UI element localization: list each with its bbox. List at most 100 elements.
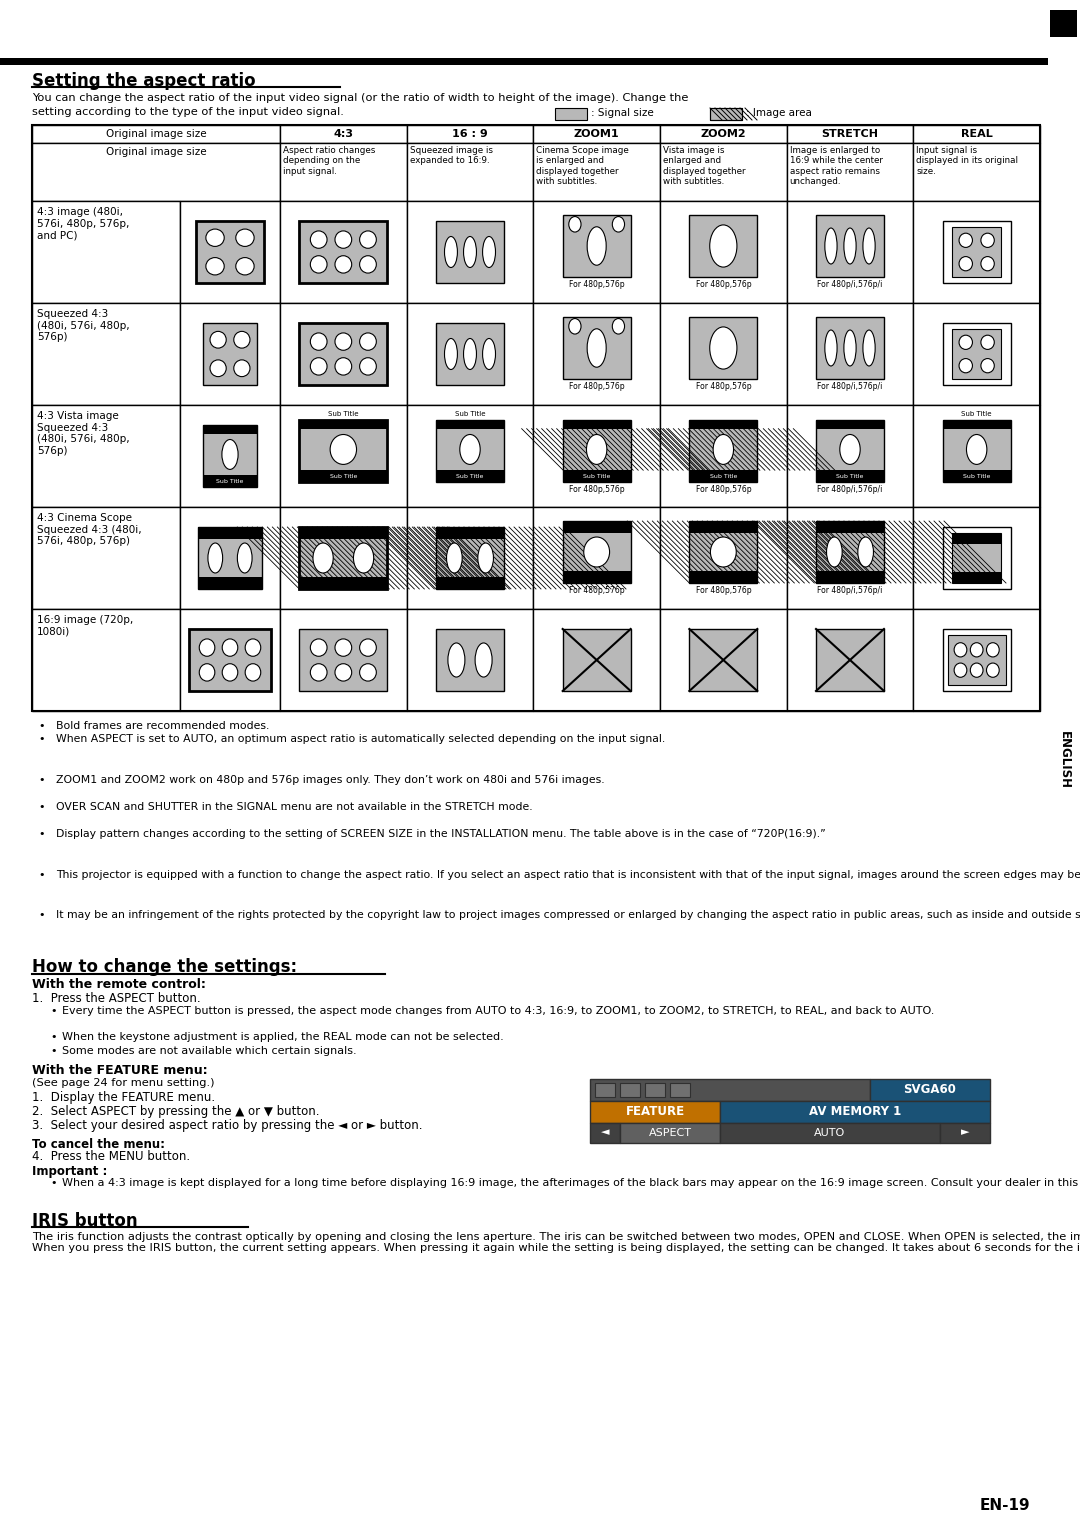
Bar bbox=[816, 471, 885, 481]
Bar bbox=[660, 610, 786, 711]
Bar bbox=[180, 202, 280, 303]
Bar bbox=[953, 533, 1001, 544]
Bar bbox=[1048, 0, 1080, 1528]
Ellipse shape bbox=[825, 330, 837, 367]
Ellipse shape bbox=[221, 440, 238, 469]
Text: REAL: REAL bbox=[961, 128, 993, 139]
Ellipse shape bbox=[360, 231, 376, 248]
Text: Sub Title: Sub Title bbox=[836, 474, 864, 478]
Bar bbox=[943, 322, 1011, 385]
Text: For 480p/i,576p/i: For 480p/i,576p/i bbox=[818, 484, 882, 494]
Bar bbox=[280, 144, 407, 202]
Ellipse shape bbox=[460, 434, 481, 465]
Ellipse shape bbox=[199, 639, 215, 657]
Text: 1.  Display the FEATURE menu.: 1. Display the FEATURE menu. bbox=[32, 1091, 215, 1103]
Text: Bold frames are recommended modes.: Bold frames are recommended modes. bbox=[56, 721, 269, 730]
Ellipse shape bbox=[360, 333, 376, 350]
Bar bbox=[943, 471, 1011, 481]
Text: ►: ► bbox=[961, 1128, 969, 1137]
Bar bbox=[299, 222, 388, 283]
Ellipse shape bbox=[235, 258, 254, 275]
Ellipse shape bbox=[863, 330, 875, 367]
Bar bbox=[436, 471, 504, 481]
Bar bbox=[198, 578, 262, 588]
Ellipse shape bbox=[360, 639, 376, 657]
Bar bbox=[786, 405, 914, 507]
Ellipse shape bbox=[310, 333, 327, 350]
Bar bbox=[563, 471, 631, 481]
Bar bbox=[595, 1082, 615, 1097]
Text: ZOOM1: ZOOM1 bbox=[573, 128, 620, 139]
Bar bbox=[563, 521, 631, 584]
Text: For 480p/i,576p/i: For 480p/i,576p/i bbox=[818, 382, 882, 391]
Text: For 480p/i,576p/i: For 480p/i,576p/i bbox=[818, 280, 882, 289]
Ellipse shape bbox=[310, 358, 327, 374]
Ellipse shape bbox=[310, 255, 327, 274]
Bar bbox=[436, 222, 504, 283]
Text: For 480p,576p: For 480p,576p bbox=[696, 484, 752, 494]
Ellipse shape bbox=[959, 359, 972, 373]
Bar bbox=[590, 1079, 870, 1100]
Bar bbox=[407, 507, 534, 610]
Text: •: • bbox=[38, 830, 44, 839]
Text: IRIS button: IRIS button bbox=[32, 1212, 137, 1230]
Ellipse shape bbox=[310, 663, 327, 681]
Text: Sub Title: Sub Title bbox=[457, 474, 484, 478]
Bar bbox=[203, 425, 257, 434]
Text: When ASPECT is set to AUTO, an optimum aspect ratio is automatically selected de: When ASPECT is set to AUTO, an optimum a… bbox=[56, 735, 665, 744]
Ellipse shape bbox=[584, 536, 609, 567]
Text: Original image size: Original image size bbox=[106, 128, 206, 139]
Ellipse shape bbox=[210, 332, 226, 348]
Bar bbox=[195, 222, 264, 283]
Ellipse shape bbox=[843, 228, 856, 264]
Text: Sub Title: Sub Title bbox=[961, 411, 991, 417]
Text: For 480p,576p: For 480p,576p bbox=[696, 382, 752, 391]
Ellipse shape bbox=[335, 255, 352, 274]
Ellipse shape bbox=[445, 339, 458, 370]
Bar bbox=[645, 1082, 665, 1097]
Ellipse shape bbox=[199, 663, 215, 681]
Text: •: • bbox=[38, 775, 44, 785]
Bar bbox=[689, 215, 757, 277]
Bar bbox=[534, 125, 660, 144]
Bar bbox=[280, 202, 407, 303]
Text: Aspect ratio changes
depending on the
input signal.: Aspect ratio changes depending on the in… bbox=[283, 147, 376, 176]
Bar bbox=[299, 527, 388, 588]
Bar bbox=[816, 521, 885, 584]
Text: When a 4:3 image is kept displayed for a long time before displaying 16:9 image,: When a 4:3 image is kept displayed for a… bbox=[62, 1178, 1080, 1189]
Text: 4:3: 4:3 bbox=[334, 128, 353, 139]
Bar bbox=[943, 420, 1011, 429]
Text: You can change the aspect ratio of the input video signal (or the ratio of width: You can change the aspect ratio of the i… bbox=[32, 93, 688, 102]
Text: Image is enlarged to
16:9 while the center
aspect ratio remains
unchanged.: Image is enlarged to 16:9 while the cent… bbox=[789, 147, 882, 186]
Bar bbox=[436, 322, 504, 385]
Ellipse shape bbox=[711, 536, 737, 567]
Text: Original image size: Original image size bbox=[106, 147, 206, 157]
Bar bbox=[914, 125, 1040, 144]
Bar bbox=[189, 630, 271, 691]
Text: For 480p,576p: For 480p,576p bbox=[569, 484, 624, 494]
Ellipse shape bbox=[206, 229, 225, 246]
Bar bbox=[1050, 11, 1077, 37]
Text: Input signal is
displayed in its original
size.: Input signal is displayed in its origina… bbox=[916, 147, 1018, 176]
Text: 3.  Select your desired aspect ratio by pressing the ◄ or ► button.: 3. Select your desired aspect ratio by p… bbox=[32, 1118, 422, 1132]
Bar bbox=[32, 144, 280, 202]
Bar bbox=[534, 405, 660, 507]
Text: STRETCH: STRETCH bbox=[822, 128, 878, 139]
Text: For 480p,576p: For 480p,576p bbox=[569, 587, 624, 594]
Bar bbox=[436, 527, 504, 588]
Ellipse shape bbox=[210, 361, 226, 376]
Text: Sub Title: Sub Title bbox=[216, 478, 244, 483]
Ellipse shape bbox=[954, 643, 967, 657]
Text: For 480p,576p: For 480p,576p bbox=[569, 382, 624, 391]
Text: For 480p,576p: For 480p,576p bbox=[696, 280, 752, 289]
Text: Sub Title: Sub Title bbox=[328, 411, 359, 417]
Text: OVER SCAN and SHUTTER in the SIGNAL menu are not available in the STRETCH mode.: OVER SCAN and SHUTTER in the SIGNAL menu… bbox=[56, 802, 532, 811]
Bar bbox=[299, 527, 388, 539]
Bar bbox=[0, 58, 1048, 66]
Bar bbox=[407, 125, 534, 144]
Text: With the FEATURE menu:: With the FEATURE menu: bbox=[32, 1065, 207, 1077]
Ellipse shape bbox=[353, 542, 374, 573]
Text: For 480p,576p: For 480p,576p bbox=[569, 280, 624, 289]
Bar bbox=[32, 507, 180, 610]
Bar bbox=[943, 222, 1011, 283]
